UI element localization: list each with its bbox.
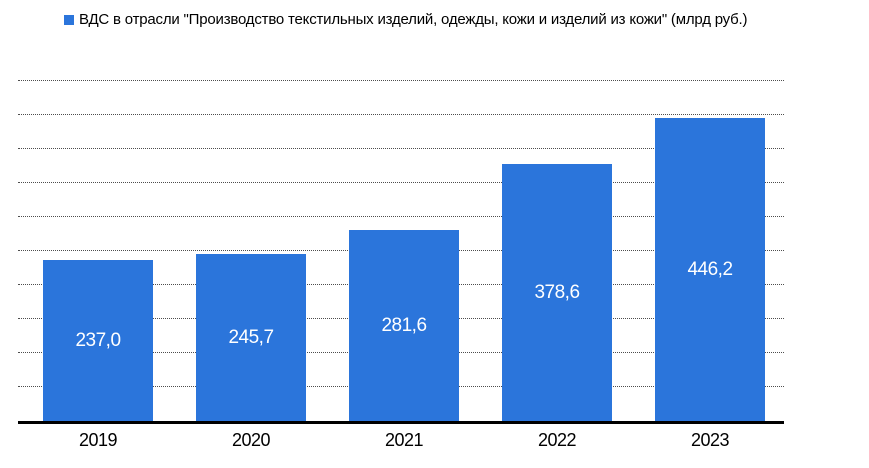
gridline [18,216,784,217]
gridline [18,80,784,81]
x-axis-tick-label: 2023 [690,430,730,450]
bar: 378,6 [502,164,612,421]
legend-label: ВДС в отрасли "Производство текстильных … [79,11,748,28]
bar-value-label: 245,7 [228,326,274,348]
legend-marker-icon [64,15,74,25]
bar: 237,0 [43,260,153,421]
bar-value-label: 446,2 [687,258,733,280]
bar-value-label: 237,0 [75,329,121,351]
x-axis-tick-label: 2020 [231,430,271,450]
plot-area: 237,0 245,7 281,6 378,6 446,2 2019 2020 2021 20… [18,80,784,450]
bar-value-label: 281,6 [381,314,427,336]
x-axis-tick-label: 2021 [384,430,424,450]
bar: 245,7 [196,254,306,421]
gridline [18,148,784,149]
gridline [18,182,784,183]
gridline [18,114,784,115]
x-axis-tick-label: 2019 [78,430,118,450]
bar-value-label: 378,6 [534,281,580,303]
bar: 281,6 [349,230,459,421]
legend: ВДС в отрасли "Производство текстильных … [64,10,748,30]
bar: 446,2 [655,118,765,421]
x-axis-line [18,421,784,424]
x-axis-tick-label: 2022 [537,430,577,450]
